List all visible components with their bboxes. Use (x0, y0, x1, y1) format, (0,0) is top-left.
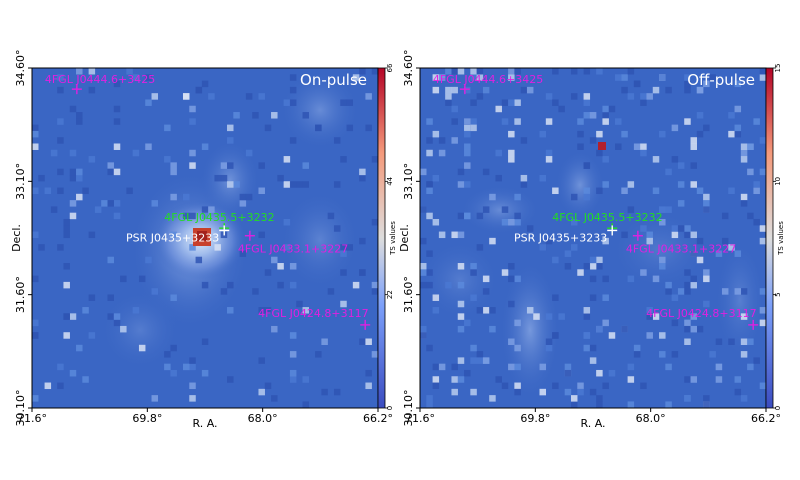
y-tick-label: 30.10° (14, 390, 27, 427)
source-label: 4FGL J0435.5+3232 (164, 211, 274, 224)
x-tick-label: 68.0° (636, 412, 666, 425)
x-tick-label: 71.6° (17, 412, 47, 425)
colorbar-tick-label: 22 (386, 290, 394, 299)
x-axis-label: R. A. (580, 417, 605, 430)
y-tick-label: 31.60° (14, 276, 27, 313)
source-label: 4FGL J0433.1+3227 (238, 243, 348, 256)
colorbar: 0 22 44 66 TS values (377, 63, 397, 410)
panel-off-pulse: Off-pulse 4FGL J0444.6+3425 4FGL J0435.5+… (398, 50, 785, 431)
colorbar-tick-label: 44 (386, 176, 394, 185)
source-marker (607, 225, 618, 236)
source-markers: 4FGL J0444.6+3425 4FGL J0435.5+3232 PSR J0… (45, 73, 371, 330)
axes: 71.6° 69.8° 68.0° 66.2° 34.60° 33.10° 31.60° 30… (402, 50, 781, 427)
x-tick-label: 69.8° (520, 412, 550, 425)
colorbar: 0 5 10 15 TS values (765, 64, 785, 410)
panel-label: Off-pulse (687, 71, 755, 89)
heatmap-on-pulse (32, 68, 378, 408)
x-tick-label: 66.2° (363, 412, 393, 425)
source-marker (748, 319, 759, 330)
axes: 71.6° 69.8° 68.0° 66.2° 34.60° 33.10° 31.60° 30… (14, 50, 393, 427)
source-label: PSR J0435+3233 (514, 231, 607, 244)
x-axis-label: R. A. (192, 417, 217, 430)
source-marker (360, 319, 371, 330)
source-label: 4FGL J0424.8+3117 (258, 307, 368, 320)
source-marker (219, 225, 230, 236)
y-tick-label: 34.60° (14, 50, 27, 87)
colorbar-scale (765, 67, 774, 409)
source-label: PSR J0435+3233 (126, 231, 219, 244)
colorbar-label: TS values (777, 221, 785, 256)
y-tick-label: 33.10° (402, 163, 415, 200)
heatmap-off-pulse (420, 68, 766, 408)
colorbar-tick-label: 0 (774, 406, 782, 410)
source-label: 4FGL J0424.8+3117 (646, 307, 756, 320)
source-marker (459, 84, 470, 95)
source-label: 4FGL J0435.5+3232 (552, 211, 662, 224)
colorbar-tick-label: 10 (774, 177, 782, 186)
x-tick-label: 66.2° (751, 412, 781, 425)
colorbar-label: TS values (389, 221, 397, 256)
source-marker (71, 84, 82, 95)
x-tick-label: 69.8° (132, 412, 162, 425)
colorbar-tick-label: 5 (774, 292, 782, 296)
source-marker (632, 230, 643, 241)
source-marker (244, 230, 255, 241)
y-axis-label: Decl. (398, 224, 411, 252)
y-axis-label: Decl. (10, 224, 23, 252)
colorbar-tick-label: 15 (774, 64, 782, 73)
x-tick-label: 68.0° (248, 412, 278, 425)
panel-label: On-pulse (300, 71, 367, 89)
source-markers: 4FGL J0444.6+3425 4FGL J0435.5+3232 PSR J0… (433, 73, 759, 330)
y-tick-label: 31.60° (402, 276, 415, 313)
source-label: 4FGL J0444.6+3425 (45, 73, 155, 86)
y-tick-label: 34.60° (402, 50, 415, 87)
x-tick-label: 71.6° (405, 412, 435, 425)
colorbar-tick-label: 66 (386, 63, 394, 72)
y-tick-label: 33.10° (14, 163, 27, 200)
y-tick-label: 30.10° (402, 390, 415, 427)
colorbar-scale (377, 67, 386, 409)
peak-pixel (598, 142, 606, 150)
source-label: 4FGL J0433.1+3227 (626, 243, 736, 256)
colorbar-tick-label: 0 (386, 406, 394, 410)
panel-on-pulse: On-pulse 4FGL J0444.6+3425 4FGL J0435.5+3… (10, 50, 397, 431)
source-label: 4FGL J0444.6+3425 (433, 73, 543, 86)
